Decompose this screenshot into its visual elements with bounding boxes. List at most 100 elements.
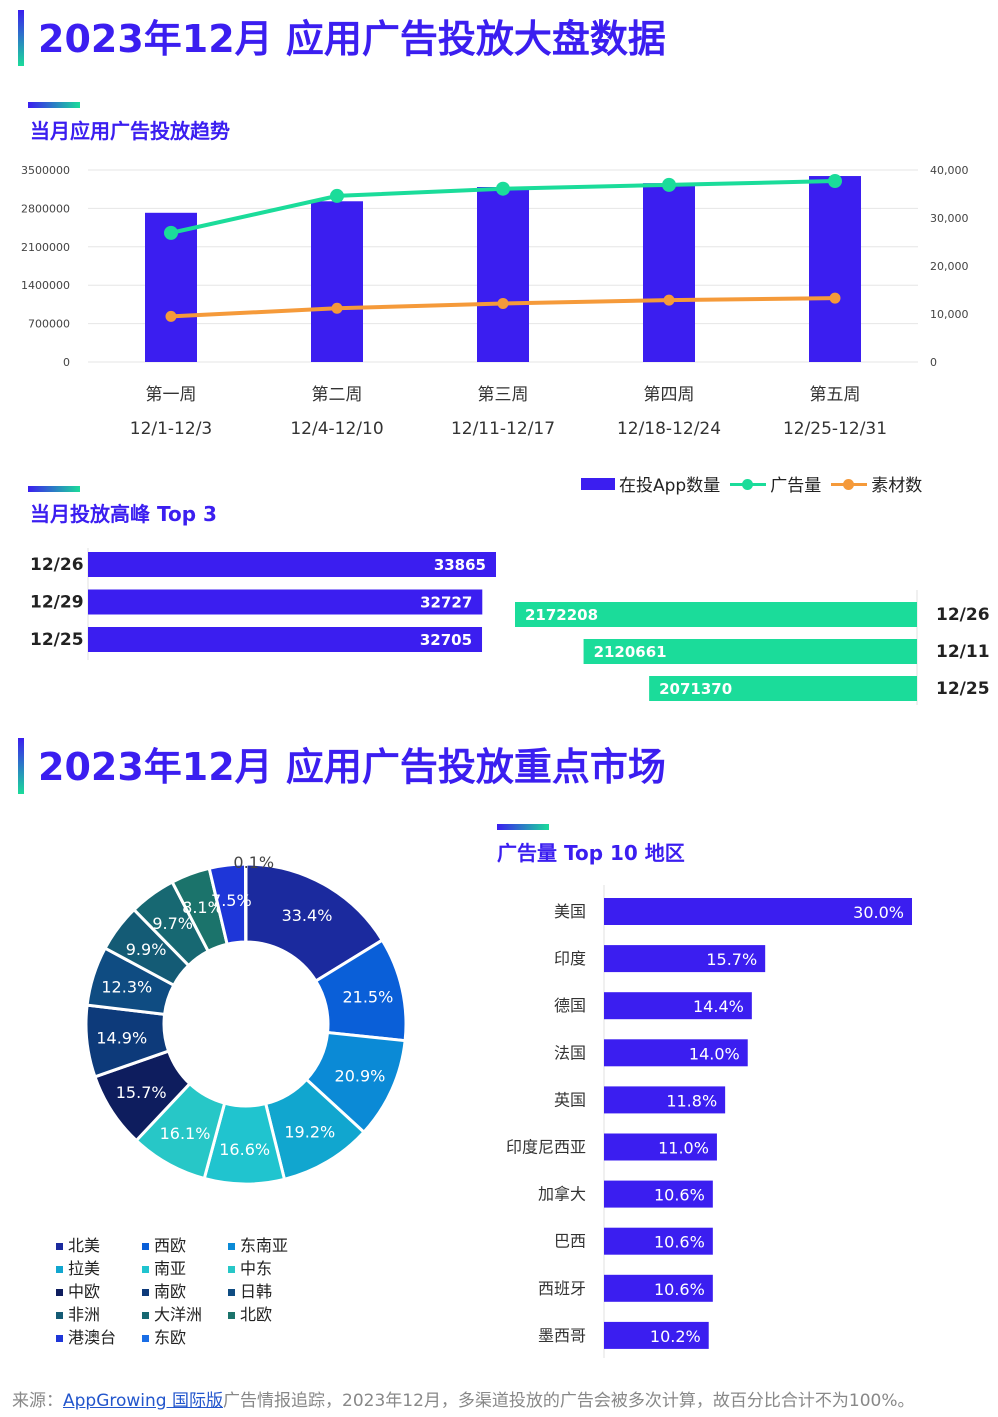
x-date-range-label: 12/25-12/31 xyxy=(783,419,887,439)
region-value-label: 10.6% xyxy=(654,1233,705,1252)
left-axis-tick: 3500000 xyxy=(21,164,70,177)
peak-value-label: 32727 xyxy=(420,594,472,612)
pie-slice-label: 16.6% xyxy=(219,1140,270,1159)
pie-legend-item: 北欧 xyxy=(228,1301,314,1324)
peak-chart: 12/26 33865 12/29 32727 12/25 32705 2172208 12/… xyxy=(30,548,990,705)
pie-legend-item: 日韩 xyxy=(228,1278,314,1301)
region-name-label: 墨西哥 xyxy=(538,1326,586,1345)
pie-legend-label: 日韩 xyxy=(240,1282,273,1301)
x-date-range-label: 12/11-12/17 xyxy=(451,419,555,439)
pie-legend-item: 拉美 xyxy=(56,1255,142,1278)
pie-legend-label: 西欧 xyxy=(154,1236,187,1255)
point-ads xyxy=(662,177,676,192)
peak-value-label: 2172208 xyxy=(525,606,598,624)
legend-swatch xyxy=(56,1312,63,1319)
region-name-label: 美国 xyxy=(554,902,586,921)
pie-legend-item: 中东 xyxy=(228,1255,314,1278)
region-bar xyxy=(604,1274,713,1302)
legend-apps: 在投App数量 xyxy=(581,471,720,496)
right-axis-tick: 20,000 xyxy=(930,260,969,273)
pie-legend-label: 北美 xyxy=(68,1236,101,1255)
pie-slice-label: 33.4% xyxy=(282,906,333,925)
point-creatives xyxy=(331,302,343,314)
pie-legend-item: 北美 xyxy=(56,1232,142,1255)
region-bar xyxy=(604,1086,726,1114)
bar-apps xyxy=(809,176,861,362)
left-axis-tick: 2800000 xyxy=(21,202,70,215)
region-name-label: 印度尼西亚 xyxy=(506,1138,586,1157)
region-value-label: 14.0% xyxy=(689,1044,740,1063)
pie-legend-label: 东欧 xyxy=(154,1328,187,1347)
section-accent-bar xyxy=(18,738,24,794)
pie-legend-label: 港澳台 xyxy=(68,1328,117,1347)
peak-bar-ads xyxy=(583,639,917,664)
region-name-label: 英国 xyxy=(554,1090,586,1109)
x-date-range-label: 12/4-12/10 xyxy=(290,419,383,439)
legend-creatives: 素材数 xyxy=(831,471,922,496)
right-axis-tick: 40,000 xyxy=(930,164,969,177)
legend-swatch xyxy=(142,1312,149,1319)
right-axis-tick: 30,000 xyxy=(930,212,969,225)
legend-swatch xyxy=(142,1335,149,1342)
legend-swatch xyxy=(56,1243,63,1250)
left-axis-tick: 1400000 xyxy=(21,279,70,292)
x-category-label: 第二周 xyxy=(312,385,363,405)
legend-swatch xyxy=(228,1243,235,1250)
legend-swatch xyxy=(228,1312,235,1319)
pie-legend-label: 中东 xyxy=(240,1259,273,1278)
pie-legend-label: 南亚 xyxy=(154,1259,187,1278)
point-creatives xyxy=(663,294,675,306)
footer-link[interactable]: AppGrowing 国际版 xyxy=(63,1391,223,1411)
x-category-label: 第五周 xyxy=(810,385,861,405)
pie-legend-label: 拉美 xyxy=(68,1259,101,1278)
peak-bar-apps xyxy=(88,552,496,577)
x-category-label: 第一周 xyxy=(146,385,197,405)
section-title-markets: 2023年12月 应用广告投放重点市场 xyxy=(38,745,666,789)
pie-slice-label: 8.1% xyxy=(182,898,223,917)
peak-subtitle: 当月投放高峰 Top 3 xyxy=(30,502,217,526)
trend-chart: 3500000 2800000 2100000 1400000 700000 0 40,00… xyxy=(21,164,969,439)
legend-apps-label: 在投App数量 xyxy=(619,476,721,496)
pie-legend: 北美 西欧 东南亚拉美 南亚 中东中欧 南欧 日韩非洲 大洋洲 北欧港澳台 东欧 xyxy=(56,1232,386,1347)
region-value-label: 11.0% xyxy=(658,1139,709,1158)
peak-value-label: 33865 xyxy=(434,556,486,574)
region-value-label: 14.4% xyxy=(693,997,744,1016)
pie-legend-label: 北欧 xyxy=(240,1305,273,1324)
pie-legend-item: 东欧 xyxy=(142,1324,228,1347)
peak-bar-apps xyxy=(88,627,483,652)
pie-legend-item: 大洋洲 xyxy=(142,1301,228,1324)
left-axis-tick: 0 xyxy=(63,356,70,369)
region-name-label: 加拿大 xyxy=(538,1185,586,1204)
legend-ads-label: 广告量 xyxy=(770,476,822,496)
region-value-label: 11.8% xyxy=(666,1091,717,1110)
section-accent-bar xyxy=(18,10,24,66)
subtitle-accent xyxy=(497,824,549,830)
pie-slice-label: 14.9% xyxy=(96,1029,147,1048)
section-title-overview: 2023年12月 应用广告投放大盘数据 xyxy=(38,17,666,61)
footer-suffix: 广告情报追踪，2023年12月，多渠道投放的广告会被多次计算，故百分比合计不为1… xyxy=(223,1391,915,1411)
legend-swatch xyxy=(56,1266,63,1273)
pie-legend-label: 南欧 xyxy=(154,1282,187,1301)
peak-bar-ads xyxy=(649,676,917,701)
legend-line-swatch xyxy=(730,477,767,491)
peak-value-label: 2120661 xyxy=(594,643,667,661)
region-name-label: 德国 xyxy=(554,996,586,1015)
pie-slice-label: 12.3% xyxy=(101,977,152,996)
point-ads xyxy=(828,174,842,189)
point-ads xyxy=(330,188,344,203)
region-bar xyxy=(604,1227,713,1255)
region-bar xyxy=(604,945,766,973)
region-name-label: 法国 xyxy=(554,1043,586,1062)
x-date-range-label: 12/1-12/3 xyxy=(130,419,213,439)
x-date-range-label: 12/18-12/24 xyxy=(617,419,721,439)
legend-swatch xyxy=(228,1266,235,1273)
region-bar xyxy=(604,1180,713,1208)
region-name-label: 西班牙 xyxy=(538,1279,586,1298)
region-name-label: 巴西 xyxy=(554,1232,586,1251)
region-value-label: 10.6% xyxy=(654,1280,705,1299)
market-pie-chart: 33.4% 21.5% 20.9% 19.2% 16.6% 16.1% 15.7% 14.9%… xyxy=(84,853,408,1186)
legend-swatch xyxy=(56,1335,63,1342)
region-value-label: 30.0% xyxy=(853,903,904,922)
right-axis-tick: 0 xyxy=(930,356,937,369)
legend-line-swatch xyxy=(831,477,868,491)
